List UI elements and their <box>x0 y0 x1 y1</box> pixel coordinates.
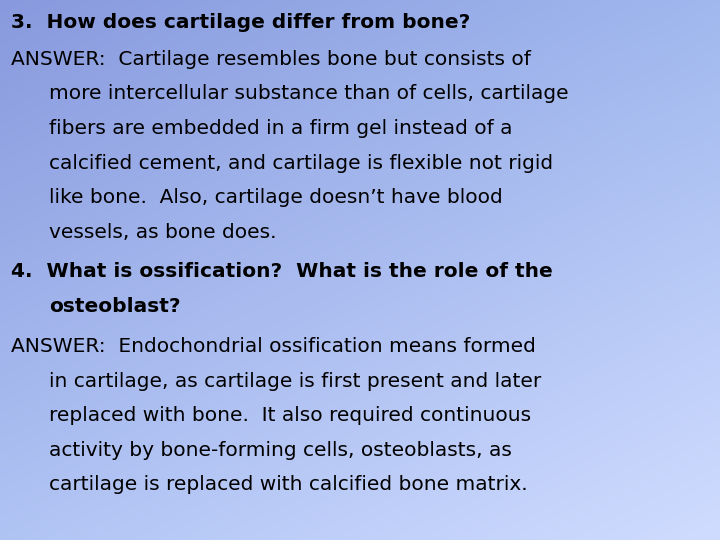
Text: vessels, as bone does.: vessels, as bone does. <box>49 222 276 242</box>
Text: ANSWER:  Cartilage resembles bone but consists of: ANSWER: Cartilage resembles bone but con… <box>11 50 531 69</box>
Text: in cartilage, as cartilage is first present and later: in cartilage, as cartilage is first pres… <box>49 372 541 391</box>
Text: calcified cement, and cartilage is flexible not rigid: calcified cement, and cartilage is flexi… <box>49 153 553 173</box>
Text: 4.  What is ossification?  What is the role of the: 4. What is ossification? What is the rol… <box>11 262 552 281</box>
Text: more intercellular substance than of cells, cartilage: more intercellular substance than of cel… <box>49 84 569 104</box>
Text: 3.  How does cartilage differ from bone?: 3. How does cartilage differ from bone? <box>11 13 470 32</box>
Text: fibers are embedded in a firm gel instead of a: fibers are embedded in a firm gel instea… <box>49 119 513 138</box>
Text: activity by bone-forming cells, osteoblasts, as: activity by bone-forming cells, osteobla… <box>49 441 512 460</box>
Text: like bone.  Also, cartilage doesn’t have blood: like bone. Also, cartilage doesn’t have … <box>49 188 503 207</box>
Text: ANSWER:  Endochondrial ossification means formed: ANSWER: Endochondrial ossification means… <box>11 337 536 356</box>
Text: osteoblast?: osteoblast? <box>49 296 181 316</box>
Text: replaced with bone.  It also required continuous: replaced with bone. It also required con… <box>49 406 531 426</box>
Text: cartilage is replaced with calcified bone matrix.: cartilage is replaced with calcified bon… <box>49 475 528 495</box>
